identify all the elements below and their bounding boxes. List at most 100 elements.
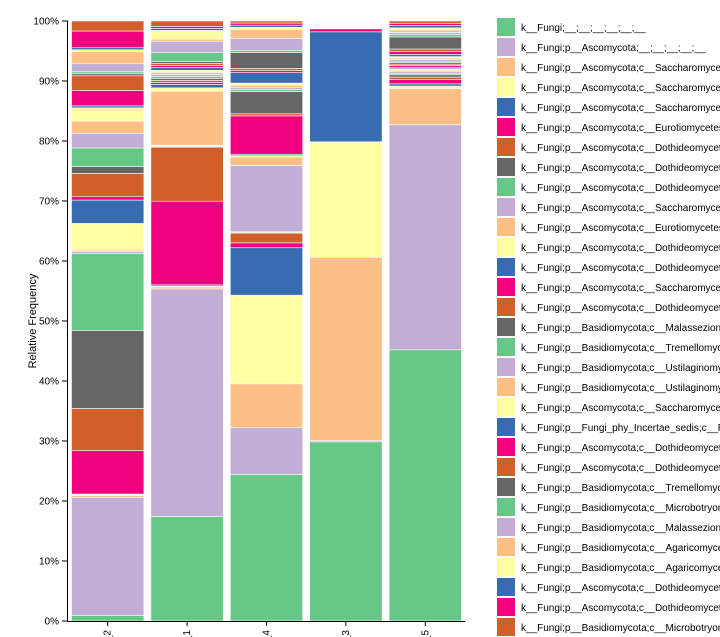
legend-item: k__Fungi;p__Ascomycota;c__Dothideomycet bbox=[497, 438, 720, 456]
bar-segment bbox=[230, 29, 304, 39]
bar-segment bbox=[71, 196, 145, 201]
x-tick-label: _2 bbox=[103, 630, 114, 637]
bar-segment bbox=[230, 165, 304, 232]
legend-item: k__Fungi;p__Ascomycota;c__Dothideomycet bbox=[497, 138, 720, 156]
x-tick-label: _3 bbox=[341, 630, 352, 637]
bar-segment bbox=[71, 615, 145, 622]
legend-label: k__Fungi;p__Ascomycota;c__Dothideomycet bbox=[521, 443, 720, 454]
legend-item: k__Fungi;p__Ascomycota;c__Eurotiomycetes bbox=[497, 118, 720, 136]
bar-segment bbox=[230, 232, 304, 244]
legend-label: k__Fungi;p__Ascomycota;c__Dothideomycet bbox=[521, 303, 720, 314]
x-tick-label: _5 bbox=[420, 630, 431, 637]
legend-swatch bbox=[497, 118, 515, 136]
bar-segment bbox=[150, 90, 224, 146]
legend-item: k__Fungi;p__Basidiomycota;c__Ustilaginom… bbox=[497, 358, 720, 376]
bar-segment bbox=[150, 67, 224, 71]
bar-segment bbox=[71, 330, 145, 409]
legend-label: k__Fungi;p__Basidiomycota;c__Agaricomyce bbox=[521, 563, 720, 574]
legend-item: k__Fungi;p__Ascomycota;c__Saccharomyce bbox=[497, 278, 720, 296]
bar-segment bbox=[309, 31, 383, 143]
bar-segment bbox=[230, 24, 304, 28]
legend-item: k__Fungi;__;__;__;__;__;__ bbox=[497, 18, 646, 36]
bar-segment bbox=[230, 38, 304, 51]
legend-label: k__Fungi;p__Ascomycota;c__Saccharomyce bbox=[521, 283, 720, 294]
legend-item: k__Fungi;p__Basidiomycota;c__Microbotryo… bbox=[497, 498, 720, 516]
bar-segment bbox=[71, 107, 145, 122]
bar-segment bbox=[150, 69, 224, 73]
bar-segment bbox=[150, 63, 224, 66]
legend-item: k__Fungi;p__Ascomycota;c__Saccharomyce bbox=[497, 398, 720, 416]
bar-segment bbox=[71, 223, 145, 251]
bar-segment bbox=[388, 36, 462, 50]
legend-item: k__Fungi;p__Fungi_phy_Incertae_sedis;c__… bbox=[497, 418, 720, 436]
bar-segment bbox=[71, 90, 145, 107]
bar-segment bbox=[71, 51, 145, 65]
legend-label: k__Fungi;p__Ascomycota;c__Saccharomyce bbox=[521, 103, 720, 114]
bar-segment bbox=[230, 247, 304, 296]
legend-item: k__Fungi;p__Basidiomycota;c__Microbotryo… bbox=[497, 618, 720, 636]
legend-swatch bbox=[497, 338, 515, 356]
legend-label: k__Fungi;p__Ascomycota;c__Dothideomycet bbox=[521, 163, 720, 174]
x-tick-label: _4 bbox=[262, 630, 273, 637]
bar-segment bbox=[71, 75, 145, 91]
legend-swatch bbox=[497, 598, 515, 616]
legend-label: k__Fungi;p__Ascomycota;c__Dothideomycet bbox=[521, 143, 720, 154]
legend-swatch bbox=[497, 58, 515, 76]
legend-item: k__Fungi;p__Ascomycota;c__Dothideomycet bbox=[497, 178, 720, 196]
legend-label: k__Fungi;p__Ascomycota;c__Eurotiomycetes bbox=[521, 223, 720, 234]
legend-swatch bbox=[497, 138, 515, 156]
bar-stack-5 bbox=[388, 20, 462, 622]
y-tick-label: 10% bbox=[39, 557, 59, 568]
bar-segment bbox=[230, 156, 304, 166]
bar-stack-2 bbox=[71, 20, 145, 622]
legend-swatch bbox=[497, 78, 515, 96]
bar-segment bbox=[150, 26, 224, 29]
legend-item: k__Fungi;p__Ascomycota;c__Dothideomycet bbox=[497, 258, 720, 276]
bar-segment bbox=[230, 72, 304, 84]
legend-item: k__Fungi;p__Ascomycota;c__Saccharomyce bbox=[497, 98, 720, 116]
y-tick-label: 30% bbox=[39, 437, 59, 448]
legend-label: k__Fungi;p__Ascomycota;c__Dothideomycet bbox=[521, 583, 720, 594]
legend-swatch bbox=[497, 618, 515, 636]
legend-label: k__Fungi;p__Ascomycota;c__Dothideomycet bbox=[521, 463, 720, 474]
bars bbox=[71, 20, 462, 622]
legend-item: k__Fungi;p__Ascomycota;__;__;__;__;__ bbox=[497, 38, 706, 56]
legend-swatch bbox=[497, 438, 515, 456]
y-tick-label: 0% bbox=[45, 617, 60, 628]
bar-segment bbox=[150, 30, 224, 40]
legend-label: k__Fungi;p__Fungi_phy_Incertae_sedis;c__… bbox=[521, 423, 720, 434]
bar-segment bbox=[230, 50, 304, 53]
legend-swatch bbox=[497, 478, 515, 496]
bar-segment bbox=[71, 253, 145, 331]
bar-segment bbox=[150, 87, 224, 92]
legend-swatch bbox=[497, 258, 515, 276]
legend-swatch bbox=[497, 378, 515, 396]
legend-item: k__Fungi;p__Ascomycota;c__Dothideomycet bbox=[497, 298, 720, 316]
legend-item: k__Fungi;p__Ascomycota;c__Dothideomycet bbox=[497, 238, 720, 256]
legend-item: k__Fungi;p__Ascomycota;c__Eurotiomycetes bbox=[497, 218, 720, 236]
legend-label: k__Fungi;p__Basidiomycota;c__Agaricomyce bbox=[521, 543, 720, 554]
bar-segment bbox=[71, 495, 145, 498]
legend-swatch bbox=[497, 538, 515, 556]
legend-label: k__Fungi;p__Ascomycota;c__Dothideomycet bbox=[521, 183, 720, 194]
legend-swatch bbox=[497, 158, 515, 176]
bar-segment bbox=[71, 71, 145, 75]
legend-swatch bbox=[497, 498, 515, 516]
axes: 0% 10% 20% 30% 40% 50% 60% 70% 80% 90% 100% _2 _1 _4 _… bbox=[33, 17, 465, 637]
bar-segment bbox=[388, 20, 462, 24]
bar-segment bbox=[230, 20, 304, 24]
legend-swatch bbox=[497, 238, 515, 256]
bar-segment bbox=[230, 383, 304, 429]
legend-label: k__Fungi;p__Ascomycota;c__Dothideomycet bbox=[521, 243, 720, 254]
legend-swatch bbox=[497, 458, 515, 476]
legend-item: k__Fungi;p__Ascomycota;c__Dothideomycet bbox=[497, 158, 720, 176]
legend-swatch bbox=[497, 218, 515, 236]
bar-segment bbox=[71, 20, 145, 32]
y-axis-title: Relative Frequency bbox=[27, 273, 39, 368]
y-tick-label: 50% bbox=[39, 317, 59, 328]
bar-segment bbox=[230, 427, 304, 475]
legend-label: k__Fungi;p__Ascomycota;c__Saccharomyce bbox=[521, 63, 720, 74]
legend-swatch bbox=[497, 198, 515, 216]
bar-stack-4 bbox=[230, 20, 304, 622]
